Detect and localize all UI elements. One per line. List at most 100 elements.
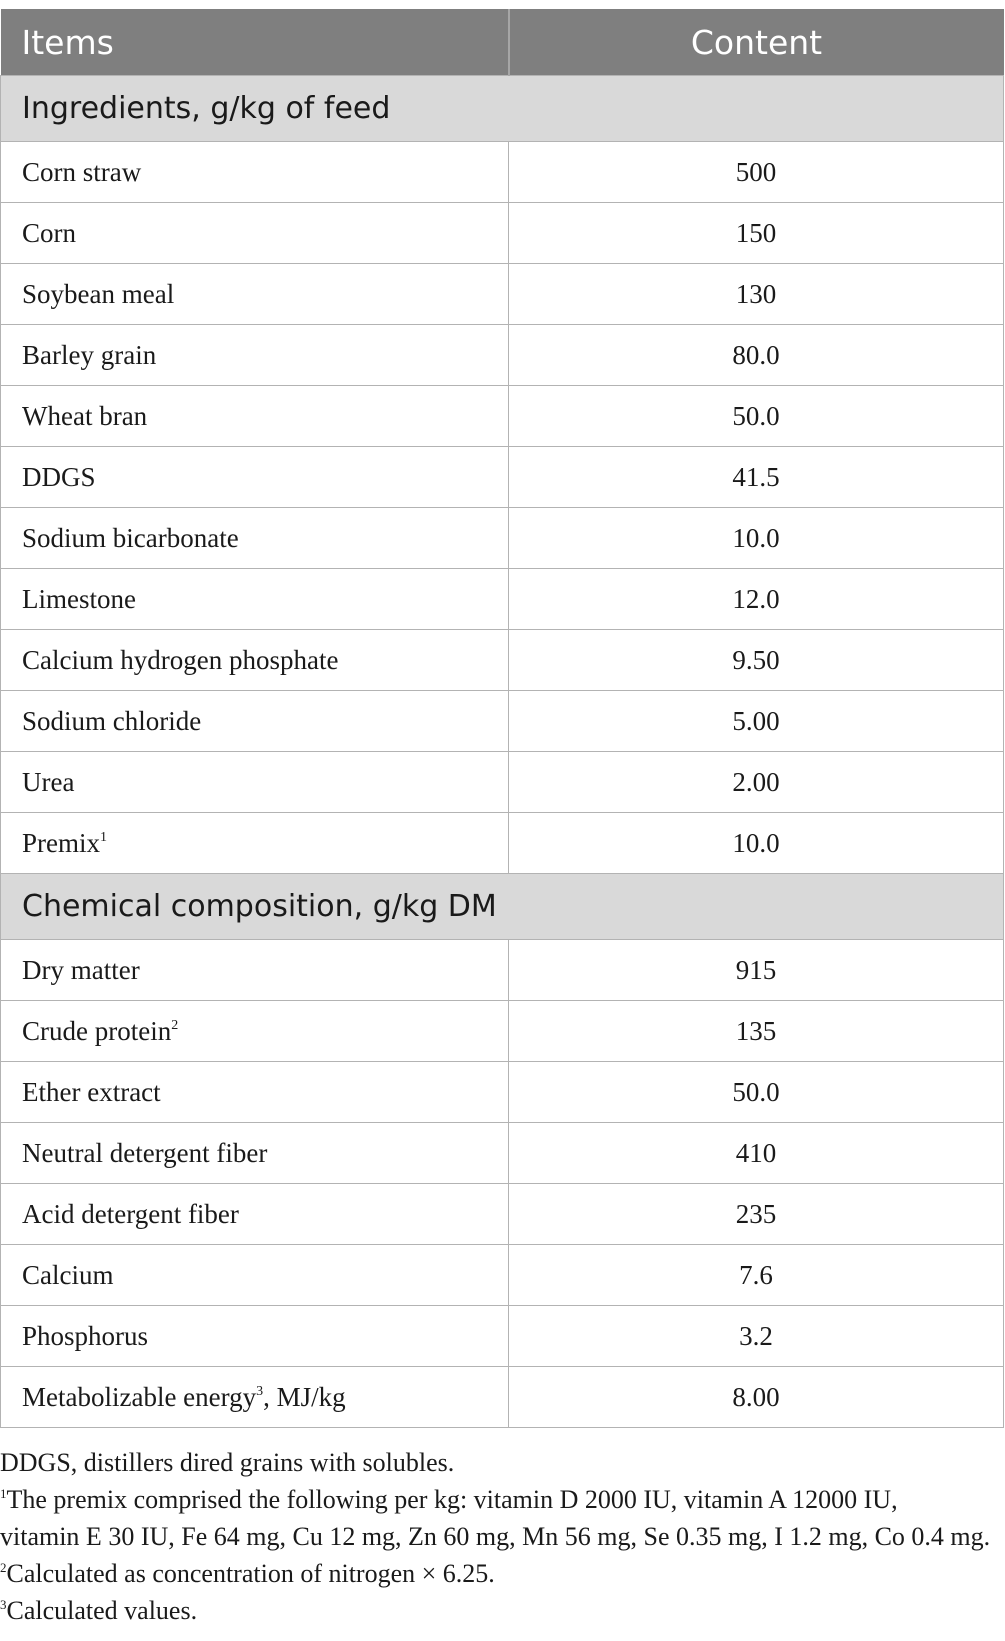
item-name: Phosphorus xyxy=(22,1320,149,1351)
item-name: Premix xyxy=(22,827,100,858)
footnote-2: 2Calculated as concentration of nitrogen… xyxy=(0,1555,1003,1592)
table-row: Crude protein2 135 xyxy=(0,1000,1004,1062)
footnote-1: 1The premix comprised the following per … xyxy=(0,1481,1003,1518)
item-value: 915 xyxy=(508,939,1004,1001)
table-row: Sodium chloride 5.00 xyxy=(0,690,1004,752)
item-name: Barley grain xyxy=(22,339,157,370)
section-row: Ingredients, g/kg of feed xyxy=(0,75,1004,142)
footnote-marker: 2 xyxy=(171,1017,179,1033)
item-value: 10.0 xyxy=(508,507,1004,569)
header-row: Items Content xyxy=(0,9,1004,76)
item-name-cell: Corn xyxy=(0,202,509,264)
item-name: Acid detergent fiber xyxy=(22,1198,239,1229)
item-name: Urea xyxy=(22,766,75,797)
item-name-cell: Neutral detergent fiber xyxy=(0,1122,509,1184)
item-name: Limestone xyxy=(22,583,136,614)
item-value: 2.00 xyxy=(508,751,1004,813)
section-row: Chemical composition, g/kg DM xyxy=(0,873,1004,940)
item-value: 10.0 xyxy=(508,812,1004,874)
table-row: Premix1 10.0 xyxy=(0,812,1004,874)
item-name-cell: Wheat bran xyxy=(0,385,509,447)
item-name-cell: Sodium chloride xyxy=(0,690,509,752)
item-value: 80.0 xyxy=(508,324,1004,386)
table-row: Ether extract 50.0 xyxy=(0,1061,1004,1123)
section-title: Ingredients, g/kg of feed xyxy=(0,75,1004,142)
table-row: Sodium bicarbonate 10.0 xyxy=(0,507,1004,569)
item-name: Sodium bicarbonate xyxy=(22,522,239,553)
item-value: 410 xyxy=(508,1122,1004,1184)
item-value: 41.5 xyxy=(508,446,1004,508)
item-name: Neutral detergent fiber xyxy=(22,1137,268,1168)
item-name-cell: Phosphorus xyxy=(0,1305,509,1367)
table-row: Calcium hydrogen phosphate 9.50 xyxy=(0,629,1004,691)
item-name-cell: Dry matter xyxy=(0,939,509,1001)
footnote-2-text: Calculated as concentration of nitrogen … xyxy=(6,1559,495,1588)
item-name: Dry matter xyxy=(22,954,140,985)
items-header: Items xyxy=(0,9,510,76)
table-row: Neutral detergent fiber 410 xyxy=(0,1122,1004,1184)
table-row: Wheat bran 50.0 xyxy=(0,385,1004,447)
item-name-cell: Urea xyxy=(0,751,509,813)
item-unit: , MJ/kg xyxy=(263,1381,346,1412)
item-value: 12.0 xyxy=(508,568,1004,630)
footnote-abbreviation: DDGS, distillers dired grains with solub… xyxy=(0,1448,455,1477)
item-value: 150 xyxy=(508,202,1004,264)
item-name: Sodium chloride xyxy=(22,705,202,736)
footnotes: DDGS, distillers dired grains with solub… xyxy=(0,1444,1003,1629)
table-row: Barley grain 80.0 xyxy=(0,324,1004,386)
table-row: Phosphorus 3.2 xyxy=(0,1305,1004,1367)
item-name-cell: Soybean meal xyxy=(0,263,509,325)
table-row: Urea 2.00 xyxy=(0,751,1004,813)
item-name: Soybean meal xyxy=(22,278,175,309)
footnote-marker: 3 xyxy=(256,1383,264,1399)
footnote-1-text: The premix comprised the following per k… xyxy=(6,1485,898,1514)
item-value: 50.0 xyxy=(508,1061,1004,1123)
item-value: 135 xyxy=(508,1000,1004,1062)
feed-composition-table: Items Content Ingredients, g/kg of feed C… xyxy=(0,9,1004,1428)
item-name: DDGS xyxy=(22,461,96,492)
footnote-1-continued: vitamin E 30 IU, Fe 64 mg, Cu 12 mg, Zn … xyxy=(0,1522,991,1551)
table-row: Soybean meal 130 xyxy=(0,263,1004,325)
item-value: 9.50 xyxy=(508,629,1004,691)
item-value: 8.00 xyxy=(508,1366,1004,1428)
table-row: DDGS 41.5 xyxy=(0,446,1004,508)
table-row: Dry matter 915 xyxy=(0,939,1004,1001)
item-name-cell: DDGS xyxy=(0,446,509,508)
item-value: 3.2 xyxy=(508,1305,1004,1367)
table-row: Metabolizable energy3, MJ/kg 8.00 xyxy=(0,1366,1004,1428)
item-name-cell: Calcium xyxy=(0,1244,509,1306)
table-row: Limestone 12.0 xyxy=(0,568,1004,630)
section-title: Chemical composition, g/kg DM xyxy=(0,873,1004,940)
table-row: Acid detergent fiber 235 xyxy=(0,1183,1004,1245)
item-name: Ether extract xyxy=(22,1076,161,1107)
item-name: Corn xyxy=(22,217,76,248)
item-name-cell: Acid detergent fiber xyxy=(0,1183,509,1245)
item-name-cell: Barley grain xyxy=(0,324,509,386)
footnote-3-text: Calculated values. xyxy=(6,1596,198,1625)
footnote-marker: 1 xyxy=(100,829,107,845)
content-header: Content xyxy=(508,9,1004,76)
item-value: 500 xyxy=(508,141,1004,203)
item-name-cell: Calcium hydrogen phosphate xyxy=(0,629,509,691)
item-name: Metabolizable energy xyxy=(22,1381,257,1412)
table-body: Ingredients, g/kg of feed Corn straw 500 Co… xyxy=(0,75,1004,1428)
item-value: 235 xyxy=(508,1183,1004,1245)
item-name: Corn straw xyxy=(22,156,142,187)
footnote-1-mark: 1 xyxy=(0,1486,7,1501)
item-name-cell: Ether extract xyxy=(0,1061,509,1123)
footnote-3: 3Calculated values. xyxy=(0,1592,1003,1629)
item-name: Wheat bran xyxy=(22,400,148,431)
item-name: Crude protein xyxy=(22,1015,172,1046)
item-name: Calcium hydrogen phosphate xyxy=(22,644,339,675)
table-row: Corn 150 xyxy=(0,202,1004,264)
item-value: 130 xyxy=(508,263,1004,325)
item-value: 7.6 xyxy=(508,1244,1004,1306)
item-name-cell: Limestone xyxy=(0,568,509,630)
item-value: 50.0 xyxy=(508,385,1004,447)
item-name-cell: Premix1 xyxy=(0,812,509,874)
item-name-cell: Crude protein2 xyxy=(0,1000,509,1062)
item-name-cell: Metabolizable energy3, MJ/kg xyxy=(0,1366,509,1428)
table-row: Calcium 7.6 xyxy=(0,1244,1004,1306)
footnote-2-mark: 2 xyxy=(0,1560,7,1575)
item-name-cell: Corn straw xyxy=(0,141,509,203)
